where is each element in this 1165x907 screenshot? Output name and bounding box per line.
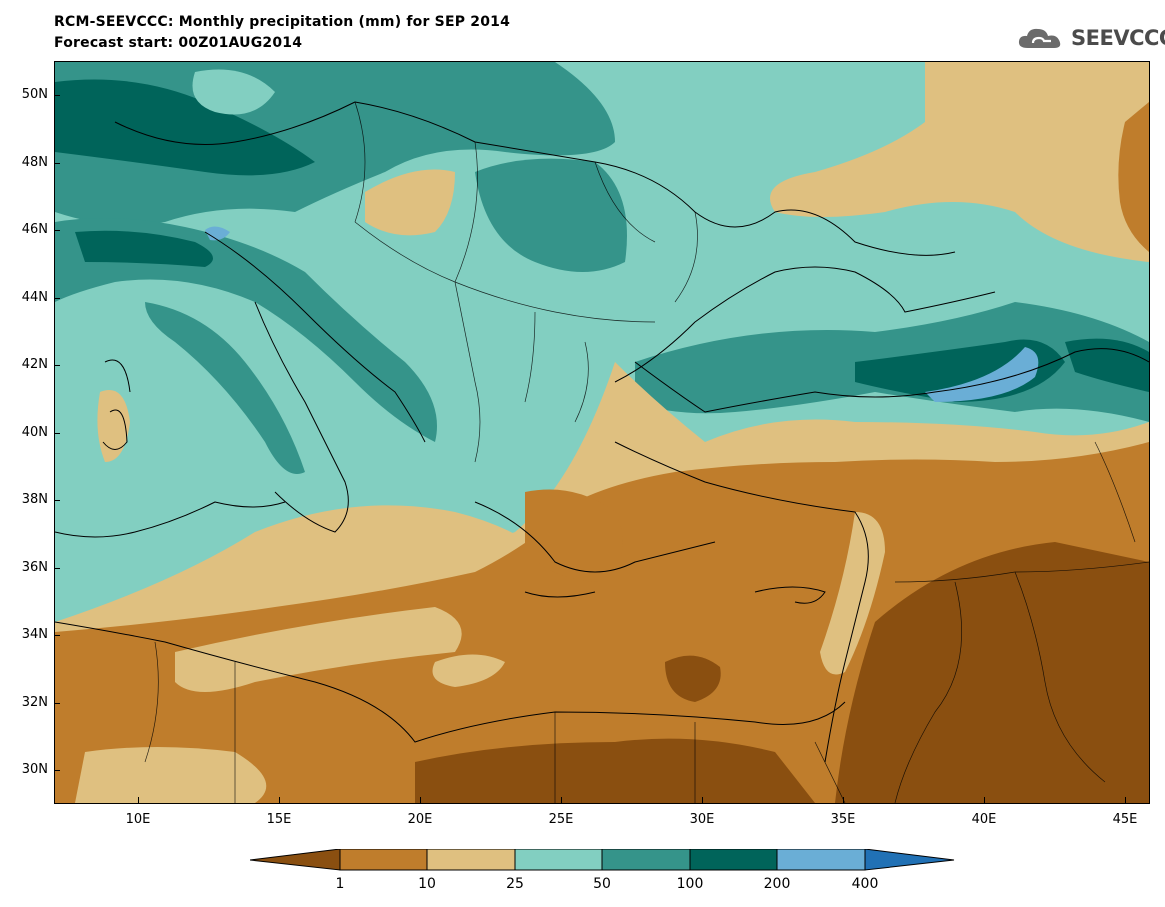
lat-tick xyxy=(54,163,60,164)
lon-tick xyxy=(561,797,562,803)
dry-zone xyxy=(525,489,623,582)
lat-label: 38N xyxy=(21,492,48,507)
forecast-start-label: Forecast start: 00Z01AUG2014 xyxy=(54,35,303,51)
colorbar-cell xyxy=(776,849,866,871)
low-zone xyxy=(432,654,505,687)
lat-label: 44N xyxy=(21,290,48,305)
lat-tick xyxy=(54,770,60,771)
very-dry-zone xyxy=(835,542,1149,803)
lon-label: 35E xyxy=(830,812,856,827)
lat-label: 36N xyxy=(21,560,48,575)
dry-zone xyxy=(1118,102,1149,252)
low-zone xyxy=(175,607,462,692)
lon-label: 10E xyxy=(125,812,151,827)
precipitation-map xyxy=(54,61,1150,804)
lat-label: 48N xyxy=(21,155,48,170)
low-zone xyxy=(97,390,130,462)
low-zone xyxy=(365,169,455,236)
high-zone xyxy=(145,302,305,474)
lon-tick xyxy=(984,797,985,803)
seevccc-logo: SEEVCCC xyxy=(1016,24,1165,52)
very-high-zone xyxy=(55,79,315,176)
lon-tick xyxy=(702,797,703,803)
lat-tick xyxy=(54,230,60,231)
extreme-zone xyxy=(925,347,1039,402)
lat-label: 46N xyxy=(21,222,48,237)
colorbar-label: 200 xyxy=(763,876,791,892)
lat-label: 32N xyxy=(21,695,48,710)
lat-label: 42N xyxy=(21,357,48,372)
very-high-zone xyxy=(1065,338,1149,392)
borders xyxy=(144,101,1149,803)
lat-tick xyxy=(54,500,60,501)
cloud-icon xyxy=(1018,28,1061,48)
lon-label: 45E xyxy=(1112,812,1138,827)
logo-text: SEEVCCC xyxy=(1071,26,1165,50)
very-high-zone xyxy=(75,230,213,267)
lon-tick xyxy=(1125,797,1126,803)
lat-tick xyxy=(54,433,60,434)
chart-title: RCM-SEEVCCC: Monthly precipitation (mm) … xyxy=(54,14,511,30)
lat-tick xyxy=(54,568,60,569)
lat-tick xyxy=(54,635,60,636)
high-zone xyxy=(55,218,437,442)
colorbar-label: 100 xyxy=(676,876,704,892)
lat-tick xyxy=(54,365,60,366)
lon-label: 25E xyxy=(548,812,574,827)
lon-label: 40E xyxy=(971,812,997,827)
low-zone xyxy=(770,62,1149,262)
colorbar-label: 10 xyxy=(418,876,436,892)
colorbar-graphic xyxy=(250,849,955,871)
lat-label: 30N xyxy=(21,762,48,777)
lon-tick xyxy=(279,797,280,803)
extreme-zone xyxy=(205,226,230,241)
lon-label: 20E xyxy=(407,812,433,827)
colorbar-cell xyxy=(689,849,778,871)
lat-tick xyxy=(54,298,60,299)
very-dry-zone xyxy=(415,738,815,803)
lon-label: 30E xyxy=(689,812,715,827)
colorbar-low-arrow xyxy=(250,849,341,871)
colorbar-cell xyxy=(514,849,603,871)
colorbar-label: 400 xyxy=(851,876,879,892)
lat-tick xyxy=(54,703,60,704)
colorbar-cell xyxy=(601,849,691,871)
high-zone xyxy=(475,158,627,272)
lat-label: 40N xyxy=(21,425,48,440)
colorbar-label: 50 xyxy=(593,876,611,892)
colorbar-label: 1 xyxy=(335,876,345,892)
coastlines xyxy=(55,101,1149,763)
map-canvas xyxy=(55,62,1149,803)
lon-label: 15E xyxy=(266,812,292,827)
low-zone xyxy=(75,747,267,803)
lon-tick xyxy=(420,797,421,803)
lat-tick xyxy=(54,95,60,96)
lat-label: 34N xyxy=(21,627,48,642)
very-dry-zone xyxy=(665,655,721,702)
moderate-zone xyxy=(192,69,275,115)
lat-label: 50N xyxy=(21,87,48,102)
colorbar-label: 25 xyxy=(506,876,524,892)
lon-tick xyxy=(843,797,844,803)
colorbar-cell xyxy=(339,849,428,871)
lon-tick xyxy=(138,797,139,803)
colorbar-high-arrow xyxy=(864,849,955,871)
colorbar-cell xyxy=(426,849,516,871)
